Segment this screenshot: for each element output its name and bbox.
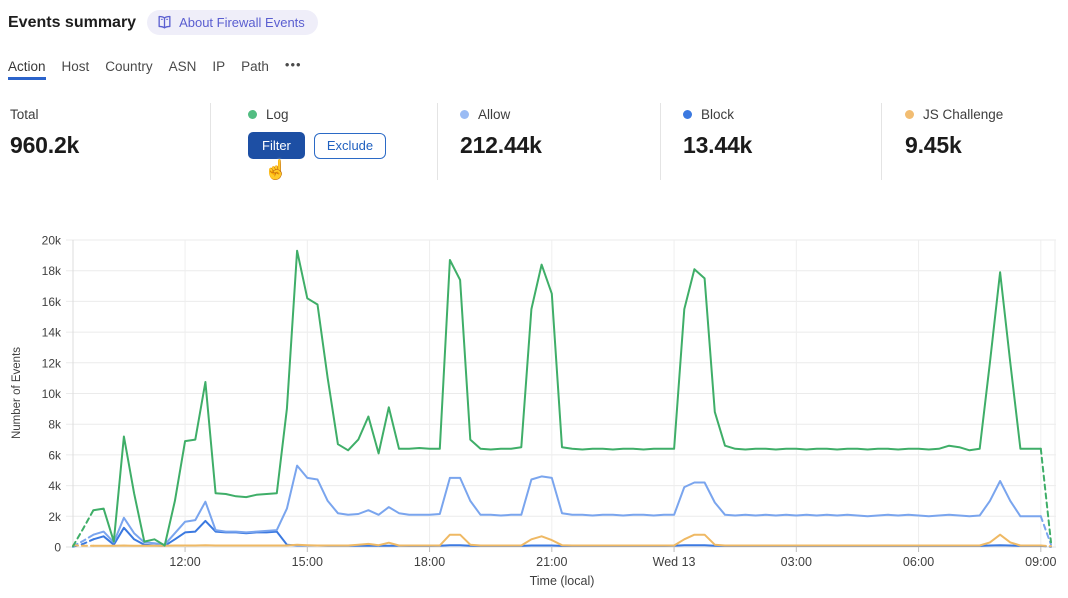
allow-line <box>1039 515 1052 546</box>
js-challenge-dot <box>905 110 914 119</box>
stat-block-label: Block <box>701 107 735 122</box>
js-challenge-line <box>92 533 1042 547</box>
svg-text:Number of Events: Number of Events <box>11 347 23 439</box>
header: Events summary About Firewall Events <box>8 10 318 35</box>
divider <box>210 103 211 180</box>
tabs-overflow-button[interactable]: ••• <box>284 57 302 72</box>
js-challenge-line <box>72 544 95 547</box>
svg-text:14k: 14k <box>42 326 62 340</box>
log-line <box>1039 447 1052 544</box>
stat-allow-label: Allow <box>478 107 511 122</box>
svg-text:Wed 13: Wed 13 <box>653 555 696 569</box>
book-icon <box>157 15 172 30</box>
stat-total-value: 960.2k <box>10 132 80 158</box>
stat-js-challenge: JS Challenge 9.45k <box>905 107 1003 159</box>
svg-text:8k: 8k <box>48 418 62 432</box>
page-title: Events summary <box>8 13 137 31</box>
svg-text:15:00: 15:00 <box>292 555 323 569</box>
allow-dot <box>460 110 469 119</box>
tab-host[interactable]: Host <box>61 59 90 74</box>
events-chart-region: 0 2k 4k 6k 8k 10k 12k 14k 16k 18k 20k 12:00 15:00 18:… <box>0 225 1068 598</box>
svg-text:12k: 12k <box>42 356 62 370</box>
stat-js-challenge-value: 9.45k <box>905 132 962 158</box>
group-by-tabs: Action Host Country ASN IP Path ••• <box>8 57 302 80</box>
svg-text:16k: 16k <box>42 295 62 309</box>
svg-text:10k: 10k <box>42 387 62 401</box>
tab-path[interactable]: Path <box>241 59 269 74</box>
divider <box>437 103 438 180</box>
cursor-pointer-icon: ☝ <box>264 160 288 181</box>
svg-text:0: 0 <box>54 541 61 555</box>
divider <box>660 103 661 180</box>
tab-ip[interactable]: IP <box>212 59 226 74</box>
svg-text:2k: 2k <box>48 510 62 524</box>
stat-allow: Allow 212.44k <box>460 107 542 159</box>
stat-total-label: Total <box>10 107 39 122</box>
svg-text:12:00: 12:00 <box>169 555 200 569</box>
svg-text:Time (local): Time (local) <box>530 574 595 588</box>
log-line <box>72 509 95 548</box>
block-line <box>92 519 1042 547</box>
log-dot <box>248 110 257 119</box>
stat-total: Total 960.2k <box>10 107 79 159</box>
svg-text:6k: 6k <box>48 448 62 462</box>
stat-js-challenge-label: JS Challenge <box>923 107 1004 122</box>
svg-text:4k: 4k <box>48 479 62 493</box>
js-challenge-line <box>1039 544 1052 548</box>
about-badge-label: About Firewall Events <box>179 15 305 30</box>
about-firewall-events-badge[interactable]: About Firewall Events <box>147 10 318 35</box>
stat-allow-value: 212.44k <box>460 132 542 158</box>
svg-text:09:00: 09:00 <box>1025 555 1056 569</box>
log-line <box>92 249 1042 547</box>
svg-text:18:00: 18:00 <box>414 555 445 569</box>
svg-text:21:00: 21:00 <box>536 555 567 569</box>
tab-country[interactable]: Country <box>105 59 153 74</box>
divider <box>881 103 882 180</box>
svg-text:20k: 20k <box>42 234 62 248</box>
allow-line <box>92 464 1042 546</box>
svg-text:06:00: 06:00 <box>903 555 934 569</box>
filter-button[interactable]: Filter <box>248 132 305 159</box>
stat-block: Block 13.44k <box>683 107 752 159</box>
stat-log: Log Filter Exclude <box>248 107 387 159</box>
tab-action[interactable]: Action <box>8 59 46 80</box>
events-chart[interactable]: 0 2k 4k 6k 8k 10k 12k 14k 16k 18k 20k 12:00 15:00 18:… <box>0 225 1068 598</box>
svg-text:03:00: 03:00 <box>781 555 812 569</box>
svg-text:18k: 18k <box>42 264 62 278</box>
block-dot <box>683 110 692 119</box>
stat-block-value: 13.44k <box>683 132 753 158</box>
exclude-button[interactable]: Exclude <box>313 132 387 159</box>
stat-log-label: Log <box>266 107 289 122</box>
tab-asn[interactable]: ASN <box>168 59 197 74</box>
